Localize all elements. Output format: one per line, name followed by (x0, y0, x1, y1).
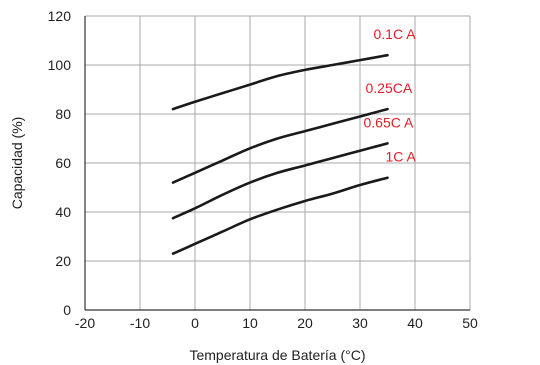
series-label: 0.65C A (364, 114, 414, 130)
series-label: 0.1C A (374, 26, 417, 42)
x-tick-label: 30 (352, 315, 368, 331)
x-tick-label: 40 (407, 315, 423, 331)
x-tick-label: 0 (191, 315, 199, 331)
y-tick-label: 100 (48, 57, 72, 73)
grid (85, 15, 471, 310)
x-axis-title: Temperatura de Batería (°C) (189, 347, 365, 363)
x-tick-label: -10 (130, 315, 150, 331)
x-tick-label: 20 (297, 315, 313, 331)
x-tick-label: -20 (75, 315, 95, 331)
series-label: 1C A (386, 149, 417, 165)
series-line (171, 53, 389, 111)
series-label: 0.25CA (366, 80, 413, 96)
series-line (171, 142, 389, 220)
series-line (171, 107, 389, 184)
series-lines (171, 53, 389, 255)
series-labels: 0.1C A 0.25CA 0.65C A 1C A (364, 26, 417, 165)
y-tick-label: 20 (55, 253, 71, 269)
y-tick-label: 0 (63, 302, 71, 318)
axes: -20 -10 0 10 20 30 40 50 0 20 40 60 80 100 120 (48, 8, 478, 331)
y-tick-label: 60 (55, 155, 71, 171)
y-tick-label: 120 (48, 8, 72, 24)
y-axis-title: Capacidad (%) (9, 117, 25, 210)
x-tick-label: 50 (462, 315, 478, 331)
y-tick-label: 40 (55, 204, 71, 220)
series-line (171, 176, 389, 255)
y-tick-label: 80 (55, 106, 71, 122)
x-tick-label: 10 (242, 315, 258, 331)
